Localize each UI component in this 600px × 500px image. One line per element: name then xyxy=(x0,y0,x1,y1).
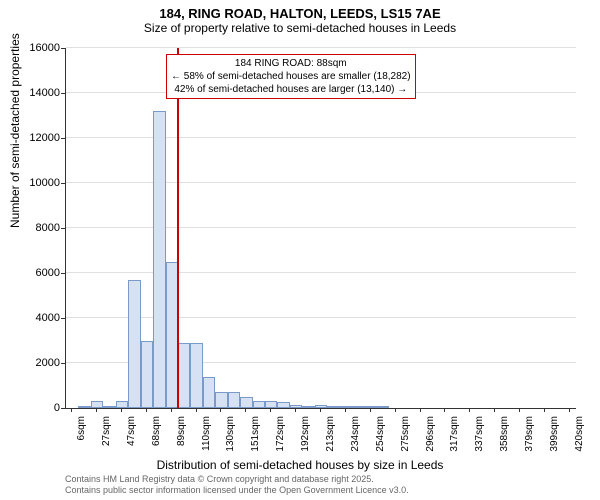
x-tick-mark xyxy=(196,408,197,412)
x-tick-label: 420sqm xyxy=(574,416,585,461)
x-tick-label: 254sqm xyxy=(375,416,386,461)
y-tick-label: 10000 xyxy=(10,177,60,189)
y-tick-label: 6000 xyxy=(10,267,60,279)
grid-line xyxy=(66,317,576,318)
x-tick-label: 130sqm xyxy=(225,416,236,461)
grid-line xyxy=(66,182,576,183)
x-tick-label: 27sqm xyxy=(101,416,112,461)
x-tick-label: 89sqm xyxy=(176,416,187,461)
bar xyxy=(352,406,364,408)
x-tick-mark xyxy=(469,408,470,412)
x-tick-label: 275sqm xyxy=(400,416,411,461)
bar xyxy=(91,401,103,408)
bar xyxy=(228,392,240,408)
x-tick-mark xyxy=(71,408,72,412)
x-tick-label: 337sqm xyxy=(474,416,485,461)
bar xyxy=(290,405,302,408)
x-tick-label: 358sqm xyxy=(499,416,510,461)
bar xyxy=(116,401,128,408)
bar xyxy=(277,402,289,408)
x-axis-label: Distribution of semi-detached houses by … xyxy=(157,458,444,472)
x-tick-label: 110sqm xyxy=(201,416,212,461)
bar xyxy=(377,406,389,408)
bar xyxy=(340,406,352,408)
x-tick-mark xyxy=(519,408,520,412)
x-tick-mark xyxy=(171,408,172,412)
x-tick-mark xyxy=(245,408,246,412)
x-tick-mark xyxy=(370,408,371,412)
x-tick-mark xyxy=(146,408,147,412)
x-tick-mark xyxy=(121,408,122,412)
x-tick-mark xyxy=(420,408,421,412)
x-tick-mark xyxy=(395,408,396,412)
bar xyxy=(128,280,140,408)
x-tick-mark xyxy=(320,408,321,412)
annotation-box: 184 RING ROAD: 88sqm← 58% of semi-detach… xyxy=(166,54,416,99)
x-tick-label: 192sqm xyxy=(300,416,311,461)
y-tick-label: 4000 xyxy=(10,312,60,324)
bar xyxy=(178,343,190,408)
x-tick-mark xyxy=(569,408,570,412)
chart-title-main: 184, RING ROAD, HALTON, LEEDS, LS15 7AE xyxy=(0,0,600,21)
bar xyxy=(240,397,252,408)
bar xyxy=(103,406,115,408)
x-tick-mark xyxy=(220,408,221,412)
bar xyxy=(253,401,265,408)
x-tick-label: 172sqm xyxy=(275,416,286,461)
footer-line-1: Contains HM Land Registry data © Crown c… xyxy=(65,474,409,485)
bar xyxy=(203,377,215,409)
bar xyxy=(327,406,339,408)
y-tick-label: 2000 xyxy=(10,357,60,369)
x-tick-mark xyxy=(270,408,271,412)
x-tick-label: 68sqm xyxy=(151,416,162,461)
bar xyxy=(302,406,314,408)
x-tick-label: 6sqm xyxy=(76,416,87,461)
footer-line-2: Contains public sector information licen… xyxy=(65,485,409,496)
x-tick-label: 213sqm xyxy=(325,416,336,461)
x-tick-mark xyxy=(444,408,445,412)
annotation-line: 42% of semi-detached houses are larger (… xyxy=(171,83,411,96)
annotation-line: 184 RING ROAD: 88sqm xyxy=(171,57,411,70)
y-tick-label: 0 xyxy=(10,402,60,414)
y-tick-label: 16000 xyxy=(10,42,60,54)
grid-line xyxy=(66,272,576,273)
bar xyxy=(78,406,90,408)
annotation-line: ← 58% of semi-detached houses are smalle… xyxy=(171,70,411,83)
bar xyxy=(141,341,153,409)
reference-line xyxy=(177,48,179,408)
x-tick-label: 47sqm xyxy=(126,416,137,461)
x-tick-mark xyxy=(544,408,545,412)
grid-line xyxy=(66,227,576,228)
grid-line xyxy=(66,47,576,48)
y-tick-label: 14000 xyxy=(10,87,60,99)
x-tick-label: 399sqm xyxy=(549,416,560,461)
x-tick-mark xyxy=(494,408,495,412)
x-tick-mark xyxy=(295,408,296,412)
x-tick-label: 151sqm xyxy=(250,416,261,461)
chart-plot-area: 184 RING ROAD: 88sqm← 58% of semi-detach… xyxy=(65,48,576,409)
x-tick-label: 379sqm xyxy=(524,416,535,461)
x-tick-mark xyxy=(96,408,97,412)
bar xyxy=(265,401,277,408)
bar xyxy=(153,111,165,408)
grid-line xyxy=(66,137,576,138)
footer-attribution: Contains HM Land Registry data © Crown c… xyxy=(65,474,409,496)
bar xyxy=(365,406,377,408)
y-tick-label: 8000 xyxy=(10,222,60,234)
x-tick-label: 296sqm xyxy=(425,416,436,461)
y-tick-label: 12000 xyxy=(10,132,60,144)
y-axis-label: Number of semi-detached properties xyxy=(8,33,22,228)
bar xyxy=(215,392,227,408)
x-tick-label: 234sqm xyxy=(350,416,361,461)
x-tick-mark xyxy=(345,408,346,412)
bar xyxy=(190,343,202,408)
chart-title-sub: Size of property relative to semi-detach… xyxy=(0,21,600,35)
x-tick-label: 317sqm xyxy=(449,416,460,461)
